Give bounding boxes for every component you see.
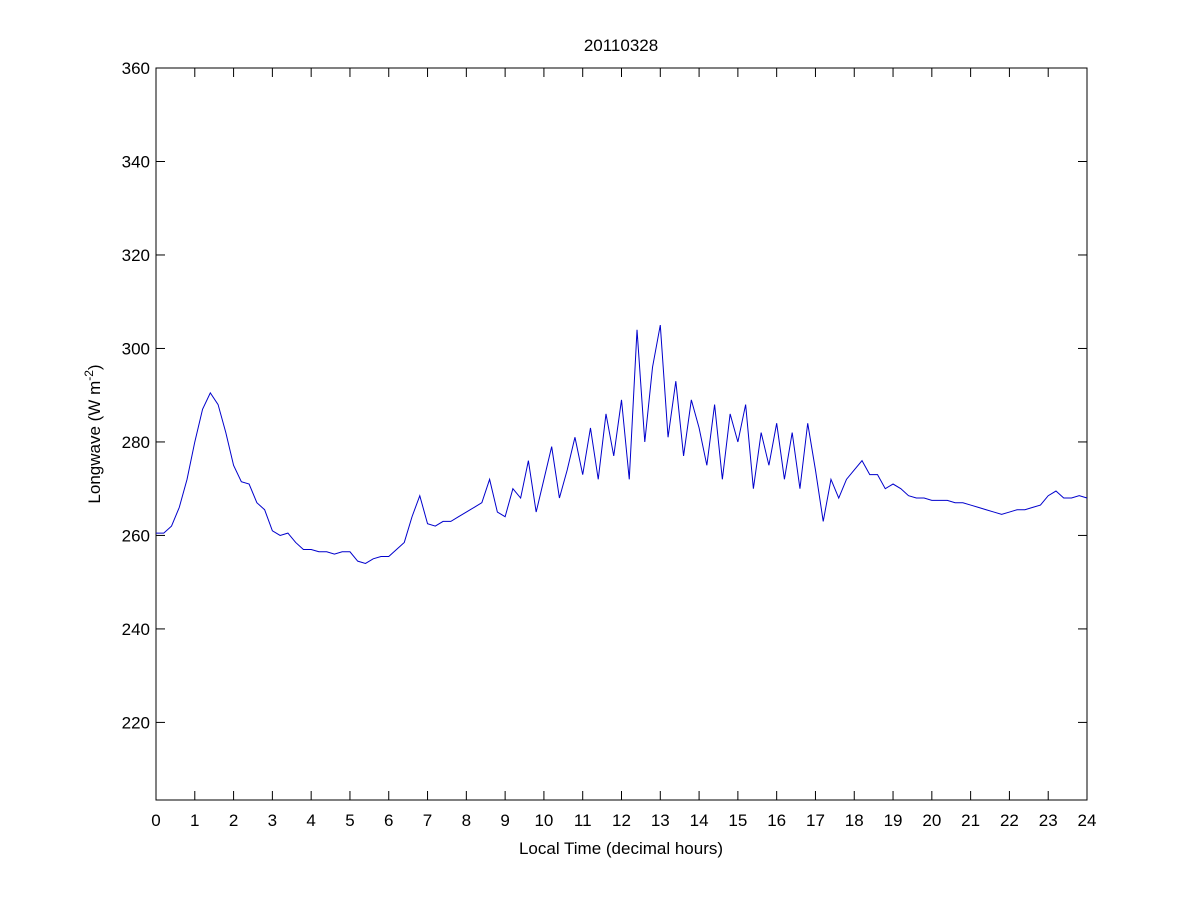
x-tick-label: 6 (384, 811, 393, 830)
y-label-text: Longwave (W m (85, 381, 104, 504)
y-tick-label: 220 (122, 713, 150, 732)
x-axis-label: Local Time (decimal hours) (519, 839, 723, 858)
x-tick-label: 12 (612, 811, 631, 830)
x-tick-label: 22 (1000, 811, 1019, 830)
x-tick-label: 21 (961, 811, 980, 830)
x-tick-label: 15 (728, 811, 747, 830)
x-tick-label: 14 (690, 811, 709, 830)
x-tick-label: 19 (884, 811, 903, 830)
x-tick-label: 3 (268, 811, 277, 830)
y-tick-label: 320 (122, 246, 150, 265)
x-tick-label: 1 (190, 811, 199, 830)
x-tick-label: 5 (345, 811, 354, 830)
y-tick-label: 240 (122, 620, 150, 639)
x-tick-label: 7 (423, 811, 432, 830)
y-tick-label: 340 (122, 152, 150, 171)
x-tick-label: 8 (462, 811, 471, 830)
y-label-superscript: -2 (82, 370, 96, 381)
y-tick-label: 260 (122, 526, 150, 545)
x-tick-label: 23 (1039, 811, 1058, 830)
y-tick-label: 360 (122, 59, 150, 78)
y-axis-label: Longwave (W m-2) (82, 364, 104, 503)
y-tick-label: 280 (122, 433, 150, 452)
x-tick-label: 0 (151, 811, 160, 830)
x-tick-label: 18 (845, 811, 864, 830)
x-tick-label: 4 (306, 811, 315, 830)
x-tick-label: 20 (922, 811, 941, 830)
x-tick-label: 11 (574, 811, 592, 830)
chart-title: 20110328 (584, 36, 658, 55)
plot-area (155, 67, 1088, 801)
data-line (156, 324, 1088, 565)
y-label-suffix: ) (85, 364, 104, 370)
y-tick-label: 300 (122, 339, 150, 358)
x-tick-label: 2 (229, 811, 238, 830)
x-tick-label: 13 (651, 811, 670, 830)
x-tick-label: 9 (500, 811, 509, 830)
x-tick-label: 10 (534, 811, 553, 830)
x-tick-label: 24 (1078, 811, 1097, 830)
x-tick-label: 16 (767, 811, 786, 830)
x-tick-label: 17 (806, 811, 825, 830)
